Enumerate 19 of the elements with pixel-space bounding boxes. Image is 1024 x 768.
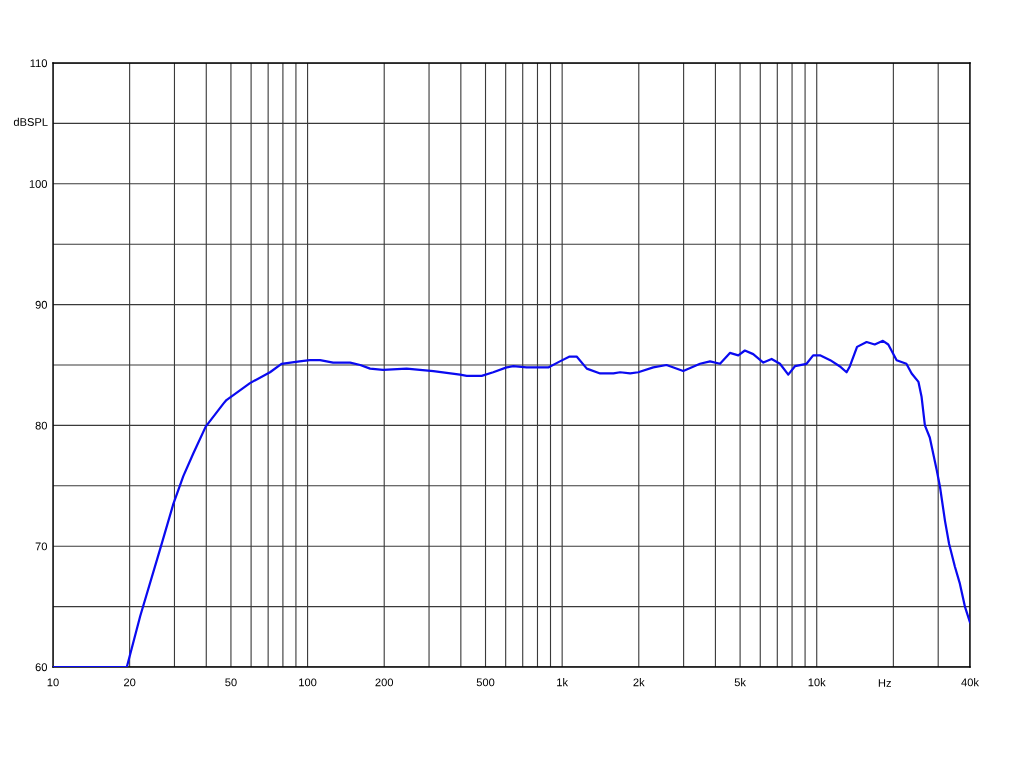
y-tick-label: 100 (29, 180, 48, 188)
x-tick-label: 100 (299, 678, 317, 687)
x-tick-label: 10 (47, 678, 59, 687)
x-tick-label: 50 (225, 678, 237, 687)
y-tick-label: 60 (35, 663, 48, 672)
y-tick-label: 70 (35, 542, 48, 551)
x-tick-label: 40k (961, 678, 979, 687)
x-tick-label: 20 (124, 678, 136, 687)
y-tick-label: 110 (30, 59, 48, 68)
x-tick-label: 500 (476, 678, 495, 687)
x-axis-title: Hz (878, 679, 891, 687)
y-axis-title: dBSPL (13, 117, 48, 126)
x-tick-label: 5k (734, 678, 746, 687)
x-tick-label: 2k (633, 678, 645, 687)
y-tick-label: 80 (35, 421, 48, 430)
x-tick-label: 10k (808, 678, 826, 687)
x-tick-label: 1k (557, 678, 569, 687)
x-tick-label: 200 (375, 678, 394, 687)
y-tick-label: 90 (35, 300, 48, 309)
